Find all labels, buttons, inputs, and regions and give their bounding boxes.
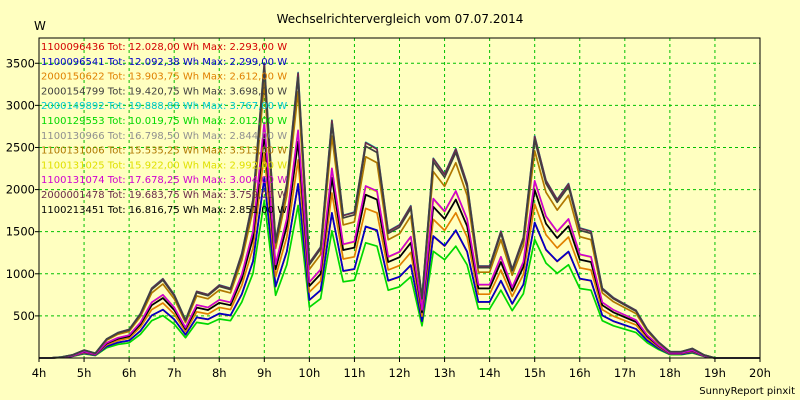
legend-entry: 1100096436 Tot: 12.028,00 Wh Max: 2.293,… [41,42,287,53]
y-tick-label: 500 [13,309,35,323]
series-line [39,177,760,359]
x-tick-label: 18h [659,366,681,380]
credit-label: SunnyReport pinxit [699,386,795,397]
series-line [39,67,760,359]
legend-entry: 2000001478 Tot: 19.683,75 Wh Max: 3.759,… [41,190,287,201]
x-tick-label: 9h [257,366,272,380]
x-tick-label: 5h [77,366,92,380]
legend-entry: 2000154799 Tot: 19.420,75 Wh Max: 3.698,… [41,86,287,97]
series-line [39,152,760,359]
series-line [39,133,760,359]
y-tick-label: 3000 [6,98,35,112]
x-tick-label: 13h [434,366,456,380]
x-tick-label: 4h [32,366,47,380]
x-tick-label: 8h [212,366,227,380]
legend-entry: 1100131025 Tot: 15.922,00 Wh Max: 2.992,… [41,160,287,171]
legend-entry: 2000150622 Tot: 13.903,75 Wh Max: 2.612,… [41,72,287,83]
y-tick-label: 1000 [6,267,35,281]
y-tick-label: 2500 [6,140,35,154]
legend: 1100096436 Tot: 12.028,00 Wh Max: 2.293,… [41,42,287,216]
chart-title: Wechselrichtervergleich vom 07.07.2014 [277,12,524,26]
x-tick-label: 11h [343,366,365,380]
axes: 4h 5h 6h 7h 8h 9h 10h 11h 12h 13h 14h 15h 16h 17h 18h 1… [6,56,771,380]
legend-entry: 1100131006 Tot: 15.535,25 Wh Max: 3.513,… [41,146,287,157]
x-tick-label: 10h [298,366,320,380]
x-tick-label: 16h [569,366,591,380]
x-tick-label: 6h [122,366,137,380]
x-tick-label: 7h [167,366,182,380]
series-line [39,82,760,359]
series-lines [39,62,760,359]
y-tick-label: 1500 [6,225,35,239]
legend-entry: 1100131074 Tot: 17.678,25 Wh Max: 3.004,… [41,175,287,186]
legend-entry: 2000149892 Tot: 19.888,88 Wh Max: 3.767,… [41,101,287,112]
legend-entry: 1100129553 Tot: 10.019,75 Wh Max: 2.012,… [41,116,287,127]
legend-entry: 1100130966 Tot: 16.798,50 Wh Max: 2.844,… [41,131,287,142]
legend-entry: 1100213451 Tot: 16.816,75 Wh Max: 2.851,… [41,205,287,216]
x-tick-label: 17h [614,366,636,380]
y-tick-label: 2000 [6,183,35,197]
x-tick-label: 19h [704,366,726,380]
x-tick-label: 14h [479,366,501,380]
x-tick-label: 12h [389,366,411,380]
series-line [39,199,760,359]
series-line [39,121,760,359]
x-tick-label: 15h [524,366,546,380]
legend-entry: 1100096541 Tot: 12.092,38 Wh Max: 2.299,… [41,57,287,68]
y-axis-unit: W [34,19,46,33]
grid [39,38,760,358]
x-tick-label: 20h [749,366,771,380]
y-tick-label: 3500 [6,56,35,70]
